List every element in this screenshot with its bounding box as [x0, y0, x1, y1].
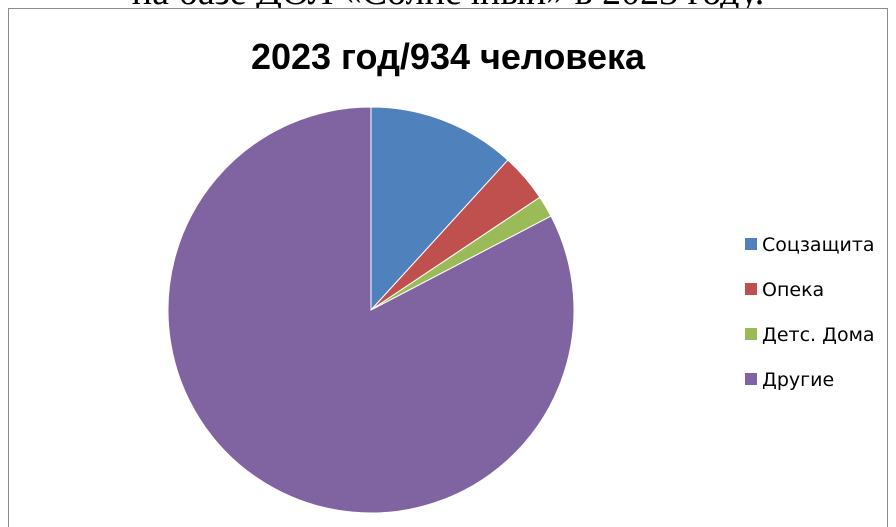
legend: Соцзащита Опека Детс. Дома Другие: [745, 234, 875, 391]
legend-swatch-2: [745, 283, 757, 295]
pie-slices: [167, 106, 575, 514]
legend-label-4: Другие: [762, 369, 834, 391]
legend-label-3: Детс. Дома: [762, 324, 875, 346]
legend-label-2: Опека: [762, 279, 824, 301]
pie-slice-1: [370, 106, 509, 312]
legend-swatch-3: [745, 328, 757, 340]
legend-swatch-1: [745, 238, 757, 250]
pie-slice-4: [167, 106, 575, 514]
legend-swatch-4: [745, 373, 757, 385]
chart-title: 2023 год/934 человека: [250, 36, 646, 77]
legend-label-1: Соцзащита: [762, 234, 875, 256]
